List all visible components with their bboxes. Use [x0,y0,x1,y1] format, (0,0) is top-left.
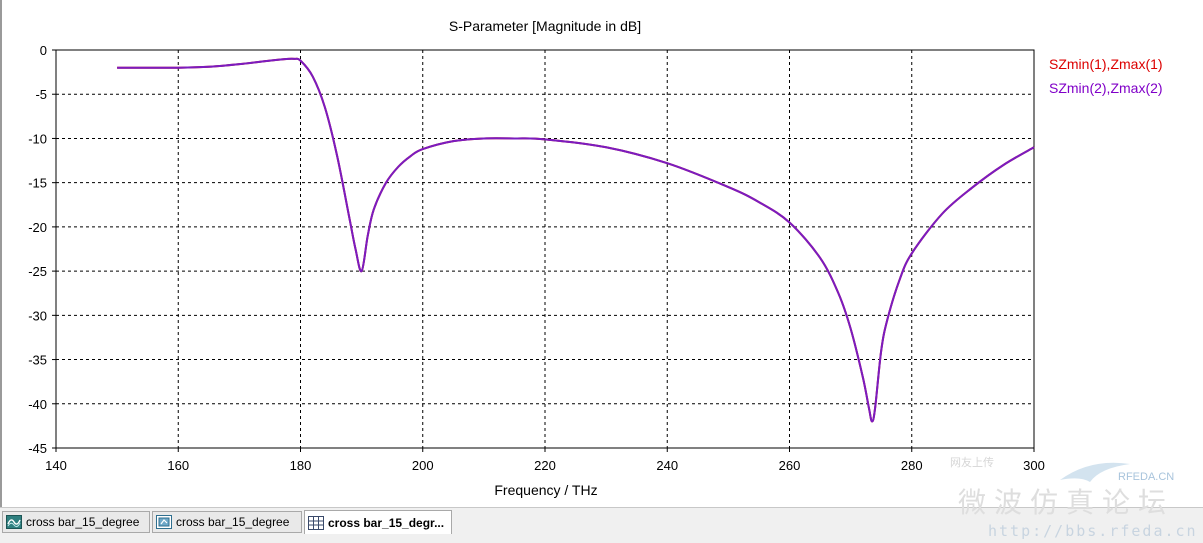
grid-lines [56,50,1034,448]
axis-ticks: 140 160 180 200 220 240 260 280 300 0 -5 -10 -15 -20 -… [28,43,1045,473]
x-axis-label: Frequency / THz [494,482,597,498]
tab-label: cross bar_15_degree [26,515,140,529]
table-view-icon [156,515,172,529]
y-tick-label: -30 [28,308,47,323]
tab-label: cross bar_15_degree [176,515,290,529]
x-tick-label: 180 [290,458,312,473]
tab-cross-bar-table[interactable]: cross bar_15_degree [152,511,302,533]
y-tick-label: -40 [28,397,47,412]
tab-label: cross bar_15_degr... [328,515,445,530]
tab-cross-bar-active[interactable]: cross bar_15_degr... [304,510,452,534]
y-tick-label: -15 [28,176,47,191]
y-tick-label: -10 [28,131,47,146]
x-tick-label: 300 [1023,458,1045,473]
x-tick-label: 220 [534,458,556,473]
x-tick-label: 240 [656,458,678,473]
legend-entry-1[interactable]: SZmin(1),Zmax(1) [1049,56,1163,72]
x-tick-label: 160 [167,458,189,473]
line-chart-icon [6,515,22,529]
y-tick-label: -45 [28,441,47,456]
x-tick-label: 140 [45,458,67,473]
series-lines[interactable] [117,57,1035,423]
y-tick-label: -20 [28,220,47,235]
x-tick-label: 200 [412,458,434,473]
window-tab-bar: cross bar_15_degree cross bar_15_degree … [0,507,1203,543]
y-tick-label: 0 [40,43,47,58]
x-tick-label: 280 [901,458,923,473]
plot-window: S-Parameter [Magnitude in dB] 140 160 180 2… [0,0,1163,507]
series-line-2[interactable] [117,57,1035,423]
grid-view-icon [308,515,324,530]
y-tick-label: -35 [28,353,47,368]
chart-title: S-Parameter [Magnitude in dB] [449,18,641,34]
tab-cross-bar-1d-plot[interactable]: cross bar_15_degree [2,511,150,533]
s-parameter-chart: S-Parameter [Magnitude in dB] 140 160 180 2… [28,18,1163,498]
y-tick-label: -25 [28,264,47,279]
legend-entry-2[interactable]: SZmin(2),Zmax(2) [1049,80,1163,96]
x-tick-label: 260 [779,458,801,473]
y-tick-label: -5 [35,87,47,102]
series-line-1[interactable] [117,57,1035,423]
